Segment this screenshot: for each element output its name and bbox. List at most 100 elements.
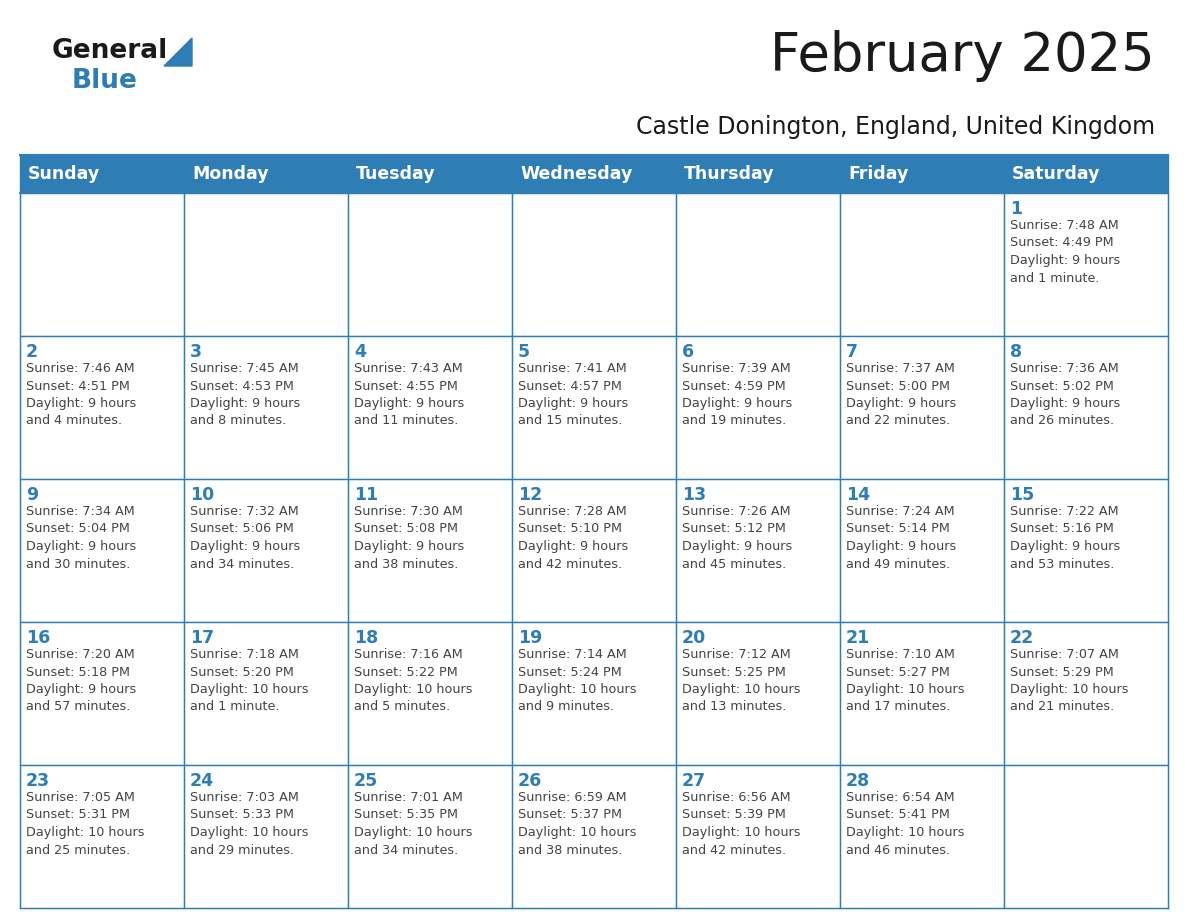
Text: and 38 minutes.: and 38 minutes.: [518, 844, 623, 856]
Text: 28: 28: [846, 772, 871, 790]
Text: Tuesday: Tuesday: [356, 165, 436, 183]
Text: Sunrise: 7:20 AM: Sunrise: 7:20 AM: [26, 648, 134, 661]
Text: Sunrise: 6:59 AM: Sunrise: 6:59 AM: [518, 791, 626, 804]
Bar: [184, 336, 348, 479]
Text: and 17 minutes.: and 17 minutes.: [846, 700, 950, 713]
Text: Daylight: 9 hours: Daylight: 9 hours: [354, 397, 465, 410]
Text: Daylight: 10 hours: Daylight: 10 hours: [26, 826, 145, 839]
Text: Daylight: 9 hours: Daylight: 9 hours: [26, 540, 137, 553]
Text: Sunrise: 6:54 AM: Sunrise: 6:54 AM: [846, 791, 955, 804]
Text: Sunrise: 7:22 AM: Sunrise: 7:22 AM: [1010, 505, 1119, 518]
Text: Daylight: 10 hours: Daylight: 10 hours: [1010, 683, 1129, 696]
Text: and 57 minutes.: and 57 minutes.: [26, 700, 131, 713]
Text: Sunrise: 7:01 AM: Sunrise: 7:01 AM: [354, 791, 463, 804]
Text: Sunrise: 7:43 AM: Sunrise: 7:43 AM: [354, 362, 463, 375]
Text: Sunset: 5:16 PM: Sunset: 5:16 PM: [1010, 522, 1114, 535]
Text: Daylight: 10 hours: Daylight: 10 hours: [846, 826, 965, 839]
Text: Sunrise: 7:48 AM: Sunrise: 7:48 AM: [1010, 219, 1119, 232]
Text: Sunrise: 7:32 AM: Sunrise: 7:32 AM: [190, 505, 298, 518]
Bar: [20, 193, 184, 336]
Text: 27: 27: [682, 772, 706, 790]
Text: Castle Donington, England, United Kingdom: Castle Donington, England, United Kingdo…: [636, 115, 1155, 139]
Text: Sunset: 5:08 PM: Sunset: 5:08 PM: [354, 522, 459, 535]
Bar: [1004, 622, 1168, 765]
Polygon shape: [164, 38, 192, 66]
Text: Saturday: Saturday: [1012, 165, 1100, 183]
Bar: [676, 336, 840, 479]
Text: and 1 minute.: and 1 minute.: [1010, 272, 1100, 285]
Bar: [512, 336, 676, 479]
Text: Sunset: 5:39 PM: Sunset: 5:39 PM: [682, 809, 786, 822]
Text: 7: 7: [846, 343, 858, 361]
Text: Sunset: 5:10 PM: Sunset: 5:10 PM: [518, 522, 623, 535]
Text: 26: 26: [518, 772, 542, 790]
Bar: [348, 765, 512, 908]
Text: and 42 minutes.: and 42 minutes.: [682, 844, 786, 856]
Text: Sunset: 4:57 PM: Sunset: 4:57 PM: [518, 379, 621, 393]
Text: Sunset: 5:20 PM: Sunset: 5:20 PM: [190, 666, 293, 678]
Bar: [20, 765, 184, 908]
Bar: [512, 479, 676, 622]
Text: 21: 21: [846, 629, 871, 647]
Bar: [676, 622, 840, 765]
Text: Sunset: 4:55 PM: Sunset: 4:55 PM: [354, 379, 457, 393]
Text: Daylight: 9 hours: Daylight: 9 hours: [26, 397, 137, 410]
Text: Sunset: 4:51 PM: Sunset: 4:51 PM: [26, 379, 129, 393]
Text: 25: 25: [354, 772, 378, 790]
Text: and 49 minutes.: and 49 minutes.: [846, 557, 950, 570]
Text: Sunrise: 7:41 AM: Sunrise: 7:41 AM: [518, 362, 627, 375]
Text: and 19 minutes.: and 19 minutes.: [682, 415, 786, 428]
Text: and 30 minutes.: and 30 minutes.: [26, 557, 131, 570]
Text: Sunrise: 7:14 AM: Sunrise: 7:14 AM: [518, 648, 627, 661]
Text: Daylight: 9 hours: Daylight: 9 hours: [846, 540, 956, 553]
Text: 4: 4: [354, 343, 366, 361]
Text: Sunrise: 7:26 AM: Sunrise: 7:26 AM: [682, 505, 791, 518]
Text: Sunrise: 7:03 AM: Sunrise: 7:03 AM: [190, 791, 299, 804]
Text: and 13 minutes.: and 13 minutes.: [682, 700, 786, 713]
Text: Daylight: 9 hours: Daylight: 9 hours: [354, 540, 465, 553]
Bar: [676, 193, 840, 336]
Bar: [184, 193, 348, 336]
Text: and 34 minutes.: and 34 minutes.: [354, 844, 459, 856]
Text: Sunset: 5:33 PM: Sunset: 5:33 PM: [190, 809, 293, 822]
Bar: [20, 479, 184, 622]
Text: Sunrise: 7:30 AM: Sunrise: 7:30 AM: [354, 505, 463, 518]
Bar: [348, 622, 512, 765]
Text: and 29 minutes.: and 29 minutes.: [190, 844, 295, 856]
Bar: [512, 155, 676, 193]
Text: Sunrise: 7:37 AM: Sunrise: 7:37 AM: [846, 362, 955, 375]
Text: Daylight: 10 hours: Daylight: 10 hours: [518, 683, 637, 696]
Text: Sunset: 5:06 PM: Sunset: 5:06 PM: [190, 522, 293, 535]
Text: 16: 16: [26, 629, 50, 647]
Text: Wednesday: Wednesday: [520, 165, 632, 183]
Text: and 38 minutes.: and 38 minutes.: [354, 557, 459, 570]
Text: 2: 2: [26, 343, 38, 361]
Text: and 22 minutes.: and 22 minutes.: [846, 415, 950, 428]
Bar: [20, 622, 184, 765]
Bar: [20, 336, 184, 479]
Text: Daylight: 9 hours: Daylight: 9 hours: [26, 683, 137, 696]
Text: and 9 minutes.: and 9 minutes.: [518, 700, 614, 713]
Text: Sunset: 4:59 PM: Sunset: 4:59 PM: [682, 379, 785, 393]
Text: 15: 15: [1010, 486, 1035, 504]
Text: Daylight: 10 hours: Daylight: 10 hours: [682, 683, 801, 696]
Text: Sunset: 5:29 PM: Sunset: 5:29 PM: [1010, 666, 1114, 678]
Bar: [840, 622, 1004, 765]
Text: Sunrise: 7:12 AM: Sunrise: 7:12 AM: [682, 648, 791, 661]
Text: 22: 22: [1010, 629, 1035, 647]
Text: Daylight: 9 hours: Daylight: 9 hours: [846, 397, 956, 410]
Bar: [840, 336, 1004, 479]
Text: Daylight: 10 hours: Daylight: 10 hours: [190, 683, 309, 696]
Bar: [676, 765, 840, 908]
Text: Daylight: 9 hours: Daylight: 9 hours: [518, 397, 628, 410]
Text: Daylight: 9 hours: Daylight: 9 hours: [518, 540, 628, 553]
Bar: [840, 479, 1004, 622]
Text: and 15 minutes.: and 15 minutes.: [518, 415, 623, 428]
Text: Sunset: 4:49 PM: Sunset: 4:49 PM: [1010, 237, 1113, 250]
Bar: [840, 193, 1004, 336]
Text: Sunrise: 7:39 AM: Sunrise: 7:39 AM: [682, 362, 791, 375]
Text: Daylight: 9 hours: Daylight: 9 hours: [190, 540, 301, 553]
Text: and 53 minutes.: and 53 minutes.: [1010, 557, 1114, 570]
Text: Sunset: 5:37 PM: Sunset: 5:37 PM: [518, 809, 623, 822]
Bar: [348, 193, 512, 336]
